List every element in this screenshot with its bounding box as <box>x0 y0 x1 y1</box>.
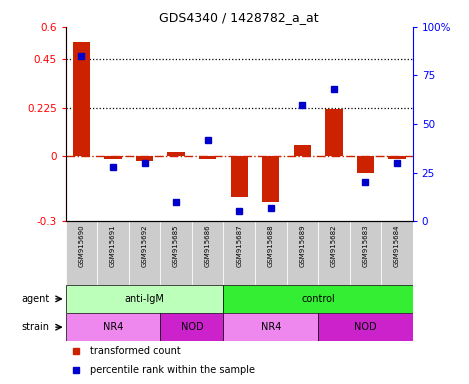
Title: GDS4340 / 1428782_a_at: GDS4340 / 1428782_a_at <box>159 11 319 24</box>
Text: anti-IgM: anti-IgM <box>125 294 165 304</box>
FancyBboxPatch shape <box>255 221 287 285</box>
Bar <box>66 285 223 313</box>
FancyBboxPatch shape <box>192 221 223 285</box>
FancyBboxPatch shape <box>129 221 160 285</box>
FancyBboxPatch shape <box>223 221 255 285</box>
Text: GSM915691: GSM915691 <box>110 224 116 267</box>
Text: NR4: NR4 <box>103 322 123 332</box>
Text: GSM915685: GSM915685 <box>173 224 179 267</box>
FancyBboxPatch shape <box>349 221 381 285</box>
FancyBboxPatch shape <box>160 221 192 285</box>
Bar <box>262 156 280 202</box>
Text: strain: strain <box>22 322 50 332</box>
Text: GSM915689: GSM915689 <box>299 224 305 267</box>
Bar <box>357 156 374 173</box>
Text: control: control <box>301 294 335 304</box>
Text: GSM915684: GSM915684 <box>394 224 400 267</box>
Text: GSM915683: GSM915683 <box>363 224 368 267</box>
Text: GSM915692: GSM915692 <box>142 224 148 267</box>
Bar <box>104 156 121 159</box>
Bar <box>230 156 248 197</box>
Text: NOD: NOD <box>181 322 203 332</box>
Bar <box>160 313 223 341</box>
Bar <box>136 156 153 161</box>
Text: GSM915682: GSM915682 <box>331 224 337 267</box>
Text: GSM915690: GSM915690 <box>78 224 84 267</box>
FancyBboxPatch shape <box>287 221 318 285</box>
Text: agent: agent <box>22 294 50 304</box>
Bar <box>73 42 90 156</box>
FancyBboxPatch shape <box>66 221 97 285</box>
Text: GSM915688: GSM915688 <box>268 224 274 267</box>
Text: percentile rank within the sample: percentile rank within the sample <box>90 366 255 376</box>
Text: transformed count: transformed count <box>90 346 181 356</box>
FancyBboxPatch shape <box>381 221 413 285</box>
FancyBboxPatch shape <box>318 221 349 285</box>
Bar <box>318 313 413 341</box>
Text: NR4: NR4 <box>261 322 281 332</box>
FancyBboxPatch shape <box>97 221 129 285</box>
Bar <box>325 109 342 156</box>
Bar <box>66 313 160 341</box>
Bar <box>294 144 311 156</box>
Text: GSM915687: GSM915687 <box>236 224 242 267</box>
Bar <box>388 156 406 159</box>
Text: GSM915686: GSM915686 <box>204 224 211 267</box>
Text: NOD: NOD <box>354 322 377 332</box>
Bar <box>167 152 185 156</box>
Bar <box>199 156 216 159</box>
Bar <box>223 313 318 341</box>
Bar <box>223 285 413 313</box>
